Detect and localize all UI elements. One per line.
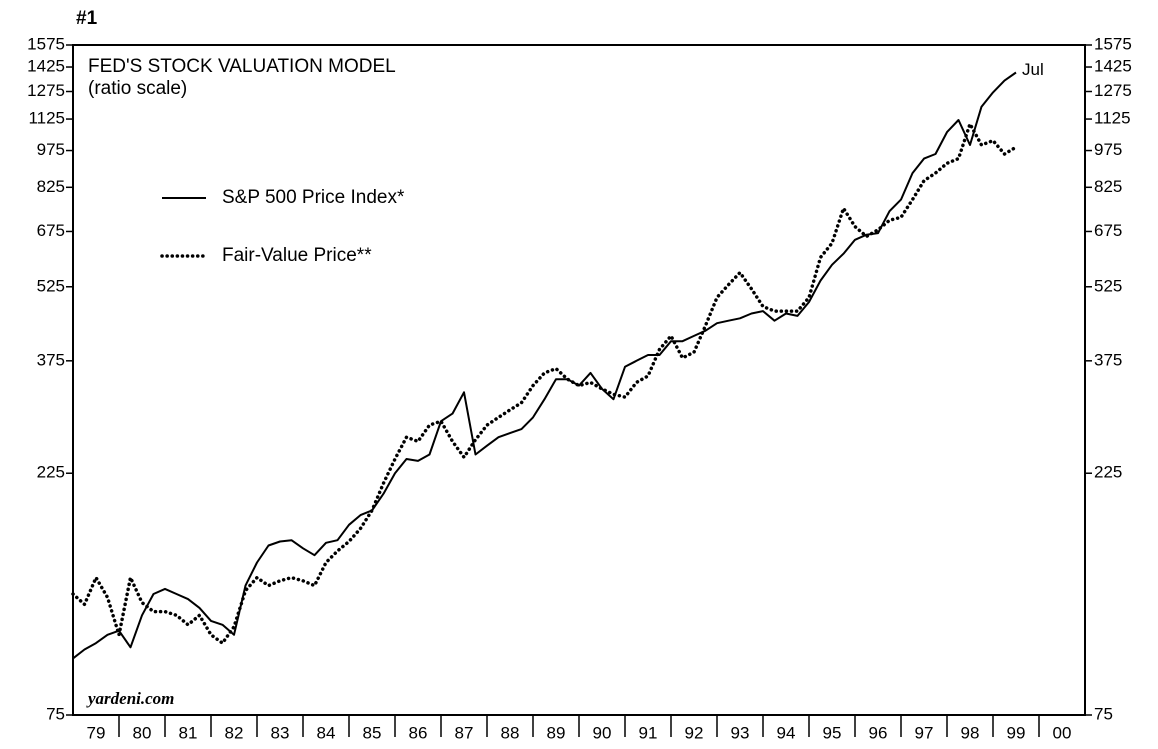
y2-tick-label: 375 (1094, 350, 1122, 369)
y2-tick-label: 525 (1094, 276, 1122, 295)
y-tick-label: 1125 (28, 109, 65, 128)
x-tick-label: 89 (547, 723, 566, 742)
x-tick-label: 93 (731, 723, 750, 742)
y2-tick-label: 1425 (1094, 57, 1132, 76)
y2-tick-label: 75 (1094, 704, 1113, 723)
chart-subtitle: (ratio scale) (88, 78, 187, 99)
plot-frame (72, 44, 1086, 716)
x-tick-label: 97 (915, 723, 934, 742)
y-tick-label: 825 (37, 177, 65, 196)
y-tick-label: 675 (37, 221, 65, 240)
x-tick-label: 87 (455, 723, 474, 742)
y2-tick-label: 1575 (1094, 34, 1132, 53)
x-tick-label: 95 (823, 723, 842, 742)
x-tick-label: 92 (685, 723, 704, 742)
y2-tick-label: 825 (1094, 177, 1122, 196)
y2-tick-label: 675 (1094, 221, 1122, 240)
y-tick-label: 1425 (27, 57, 65, 76)
chart-label: #1 (76, 8, 98, 29)
chart-title: FED'S STOCK VALUATION MODEL (88, 56, 396, 77)
y2-tick-label: 1125 (1094, 109, 1131, 128)
y2-tick-label: 975 (1094, 140, 1122, 159)
y-tick-label: 975 (37, 140, 65, 159)
x-tick-label: 99 (1007, 723, 1026, 742)
y-tick-label: 525 (37, 276, 65, 295)
y2-tick-label: 225 (1094, 463, 1122, 482)
x-tick-label: 79 (87, 723, 106, 742)
x-tick-label: 84 (317, 723, 336, 742)
y2-tick-label: 1275 (1094, 81, 1132, 100)
y-tick-label: 375 (37, 350, 65, 369)
legend-label: S&P 500 Price Index* (222, 187, 405, 208)
y-tick-label: 1275 (27, 81, 65, 100)
y-tick-label: 75 (46, 704, 65, 723)
x-tick-label: 85 (363, 723, 382, 742)
x-tick-label: 88 (501, 723, 520, 742)
x-tick-label: 98 (961, 723, 980, 742)
source: yardeni.com (86, 689, 174, 708)
x-tick-label: 94 (777, 723, 796, 742)
legend-label: Fair-Value Price** (222, 245, 372, 266)
x-tick-label: 81 (179, 723, 198, 742)
x-tick-label: 00 (1053, 723, 1072, 742)
x-tick-label: 91 (639, 723, 658, 742)
series-line (72, 71, 1017, 660)
x-tick-label: 83 (271, 723, 290, 742)
x-tick-label: 86 (409, 723, 428, 742)
x-tick-label: 80 (133, 723, 152, 742)
x-tick-label: 90 (593, 723, 612, 742)
y-tick-label: 1575 (27, 34, 65, 53)
annotation: Jul (1022, 60, 1044, 79)
series-line (71, 122, 1018, 645)
x-tick-label: 96 (869, 723, 888, 742)
y-tick-label: 225 (37, 463, 65, 482)
x-tick-label: 82 (225, 723, 244, 742)
